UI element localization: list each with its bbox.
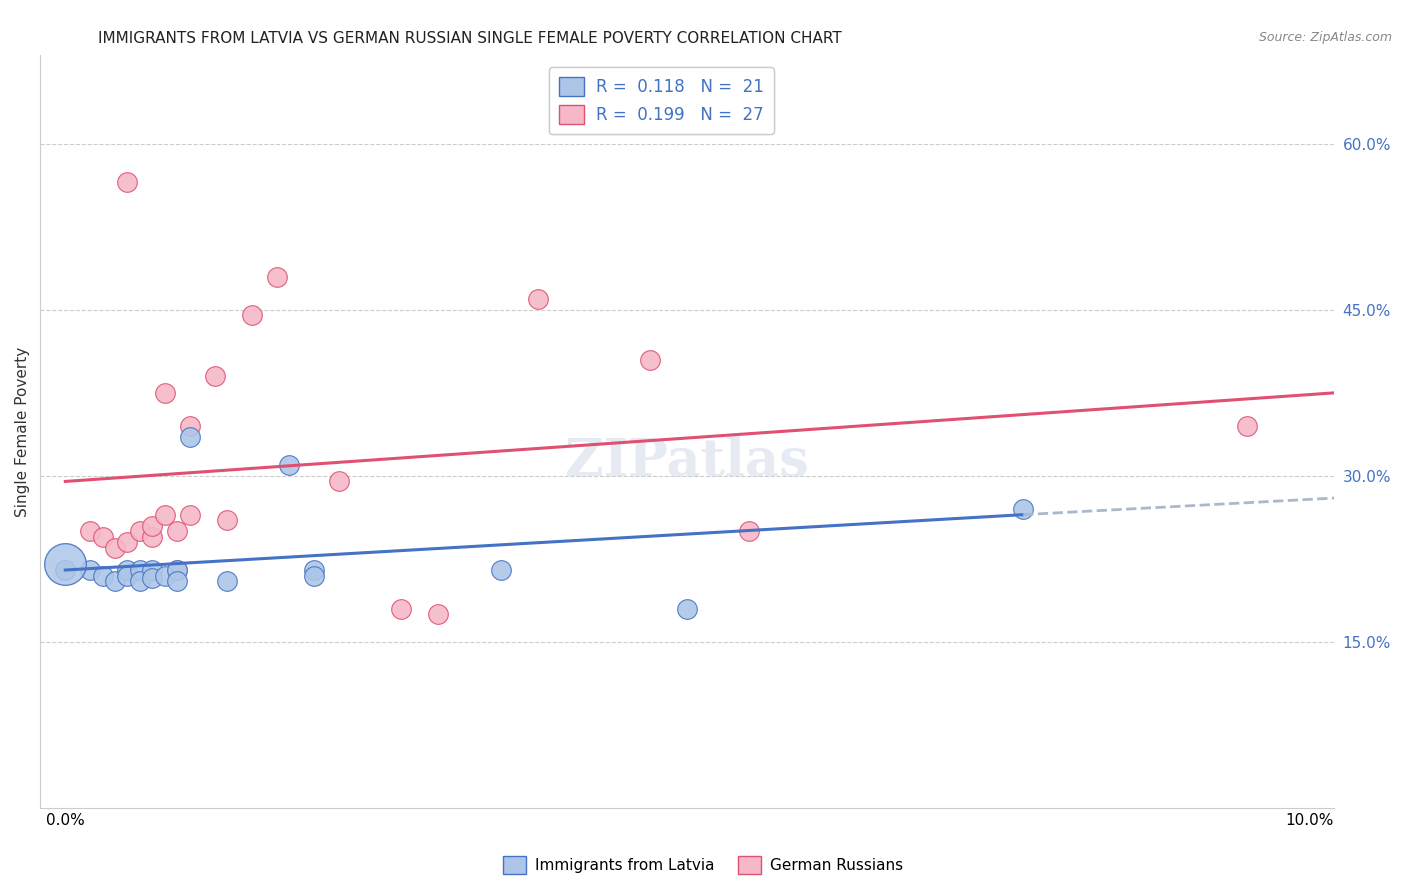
Point xyxy=(527,292,550,306)
Point xyxy=(166,563,188,577)
Point xyxy=(53,558,76,572)
Point xyxy=(676,601,699,615)
Point xyxy=(104,541,127,555)
Text: Source: ZipAtlas.com: Source: ZipAtlas.com xyxy=(1258,31,1392,45)
Point xyxy=(427,607,450,622)
Legend: Immigrants from Latvia, German Russians: Immigrants from Latvia, German Russians xyxy=(498,850,908,880)
Point xyxy=(91,568,114,582)
Text: ZIPatlas: ZIPatlas xyxy=(565,436,810,487)
Point xyxy=(153,568,176,582)
Point xyxy=(328,475,350,489)
Point xyxy=(117,176,139,190)
Point xyxy=(179,508,201,522)
Point xyxy=(141,518,163,533)
Point xyxy=(302,563,325,577)
Point xyxy=(141,563,163,577)
Point xyxy=(302,568,325,582)
Point xyxy=(79,563,101,577)
Point xyxy=(1012,502,1035,516)
Point xyxy=(179,430,201,444)
Point xyxy=(240,309,263,323)
Point xyxy=(166,563,188,577)
Point xyxy=(141,571,163,585)
Point xyxy=(278,458,301,472)
Point xyxy=(166,574,188,588)
Point xyxy=(129,574,152,588)
Point xyxy=(79,524,101,539)
Point xyxy=(215,574,238,588)
Point xyxy=(179,419,201,434)
Point xyxy=(389,601,412,615)
Point xyxy=(204,369,226,384)
Point xyxy=(215,513,238,527)
Point xyxy=(117,568,139,582)
Text: IMMIGRANTS FROM LATVIA VS GERMAN RUSSIAN SINGLE FEMALE POVERTY CORRELATION CHART: IMMIGRANTS FROM LATVIA VS GERMAN RUSSIAN… xyxy=(98,31,842,46)
Point xyxy=(129,524,152,539)
Point xyxy=(117,563,139,577)
Point xyxy=(153,385,176,400)
Point xyxy=(738,524,761,539)
Point xyxy=(53,563,76,577)
Point xyxy=(266,269,288,284)
Point xyxy=(166,524,188,539)
Point xyxy=(153,508,176,522)
Point xyxy=(489,563,512,577)
Point xyxy=(117,535,139,549)
Point xyxy=(104,574,127,588)
Y-axis label: Single Female Poverty: Single Female Poverty xyxy=(15,346,30,516)
Legend: R =  0.118   N =  21, R =  0.199   N =  27: R = 0.118 N = 21, R = 0.199 N = 27 xyxy=(550,67,773,134)
Point xyxy=(638,352,661,367)
Point xyxy=(91,530,114,544)
Point xyxy=(1236,419,1258,434)
Point xyxy=(141,530,163,544)
Point xyxy=(129,563,152,577)
